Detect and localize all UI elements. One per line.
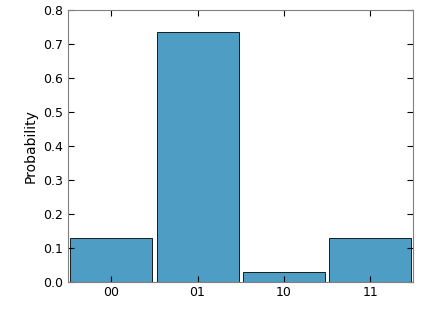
Bar: [329, 238, 411, 282]
Bar: [70, 238, 152, 282]
Y-axis label: Probability: Probability: [24, 109, 38, 182]
Bar: [157, 32, 239, 282]
Bar: [243, 272, 325, 282]
